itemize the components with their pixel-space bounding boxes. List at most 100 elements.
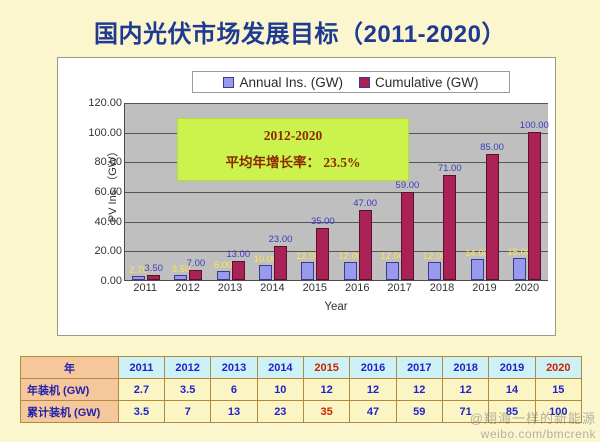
x-tick-label: 2020 <box>514 282 540 294</box>
bar-value-label: 71.00 <box>437 162 462 174</box>
bar-annual-2013: 6.00 <box>214 260 232 280</box>
bar-value-label: 100.00 <box>519 119 549 131</box>
bar-value-label: 3.50 <box>144 262 163 274</box>
table-year-2017: 2017 <box>395 356 443 379</box>
bar-value-label: 3.50 <box>171 263 191 275</box>
table-year-2012: 2012 <box>163 356 212 379</box>
row-header-annual: 年装机 (GW) <box>20 378 119 401</box>
table-annual-2016: 12 <box>349 378 397 401</box>
legend-swatch-annual <box>223 76 235 88</box>
table-annual-2020: 15 <box>534 378 583 401</box>
bar-group: 12.00 35.00 <box>294 103 336 280</box>
callout-period: 2012-2020 <box>263 128 323 143</box>
x-tick-label: 2019 <box>472 282 497 294</box>
x-tick-label: 2011 <box>133 282 158 294</box>
x-tick-label: 2018 <box>429 282 455 294</box>
bar-value-label: 6.00 <box>213 260 233 272</box>
table-year-2019: 2019 <box>488 356 536 379</box>
table-annual-2015: 12 <box>302 378 351 401</box>
legend-label-cumulative: Cumulative (GW) <box>375 74 479 90</box>
bar-group: 12.00 59.00 <box>379 103 421 280</box>
table-cumulative-2016: 47 <box>349 400 397 423</box>
table-cumulative-2013: 13 <box>210 400 258 423</box>
x-tick-label: 2015 <box>302 282 328 294</box>
bar-value-label: 23.00 <box>268 233 293 245</box>
bar-group: 12.00 71.00 <box>421 103 463 280</box>
callout-growth-rate: 平均年增长率： 23.5% <box>225 155 361 170</box>
bar-annual-2018: 12.00 <box>423 251 447 280</box>
bar-cumulative-2018: 71.00 <box>438 163 462 280</box>
bar-group: 10.00 23.00 <box>252 103 294 280</box>
gridline <box>125 251 548 253</box>
table-year-2013: 2013 <box>210 356 258 379</box>
page-title: 国内光伏市场发展目标（2011-2020） <box>94 21 506 48</box>
bar-annual-2016: 12.00 <box>338 251 362 280</box>
bar-value-label: 35.00 <box>310 216 335 228</box>
table-cumulative-2018: 71 <box>441 400 490 423</box>
x-tick-label: 2016 <box>344 282 370 294</box>
bar-value-label: 2.70 <box>129 265 148 276</box>
row-header-year: 年 <box>20 356 119 379</box>
table-cumulative-2017: 59 <box>395 400 443 423</box>
table-year-2020: 2020 <box>534 356 583 379</box>
gridline <box>125 192 548 193</box>
bar-cumulative-2012: 7.00 <box>187 258 205 280</box>
legend-item-annual: Annual Ins. (GW) <box>223 75 343 90</box>
bar-annual-2020: 15.00 <box>507 247 531 280</box>
data-table: 年 2011 2012 2013 2014 2015 2016 2017 2018 2019 20… <box>20 356 583 423</box>
table-annual-2011: 2.7 <box>117 378 166 401</box>
bar-cumulative-2011: 3.50 <box>144 263 163 280</box>
x-tick-label: 2017 <box>387 282 412 294</box>
legend-label-annual: Annual Ins. (GW) <box>239 74 343 90</box>
bar-annual-2014: 10.00 <box>254 254 277 280</box>
bar-value-label: 12.00 <box>380 251 405 263</box>
table-annual-2013: 6 <box>210 378 258 401</box>
y-tick-label: 0.00 <box>100 275 122 287</box>
table-annual-2014: 10 <box>256 378 304 401</box>
bar-value-label: 12.00 <box>338 251 363 263</box>
bar-value-label: 47.00 <box>353 198 378 210</box>
chart-container: Annual Ins. (GW) Cumulative (GW) PV Ins.… <box>57 57 556 336</box>
bar-cumulative-2017: 59.00 <box>396 180 419 280</box>
x-tick-label: 2012 <box>175 282 200 294</box>
bar-annual-2015: 12.00 <box>296 251 320 280</box>
table-annual-2012: 3.5 <box>163 378 212 401</box>
bar-value-label: 7.00 <box>186 257 206 269</box>
growth-rate-callout: 2012-2020 平均年增长率： 23.5% <box>177 118 409 181</box>
y-axis-ticks: 0.00 20.00 40.00 60.00 80.00 100.00 120.00 <box>58 58 122 337</box>
x-axis-ticks: 2011 2012 2013 2014 2015 2016 2017 2018 2019 2020 <box>124 282 548 294</box>
bar-annual-2012: 3.50 <box>172 264 190 280</box>
bar-value-label: 10.00 <box>253 254 278 266</box>
table-row-years: 年 2011 2012 2013 2014 2015 2016 2017 2018 2019 20… <box>20 356 583 379</box>
bar-cumulative-2014: 23.00 <box>269 234 292 280</box>
bar-value-label: 85.00 <box>480 141 504 153</box>
bar-value-label: 13.00 <box>226 248 251 260</box>
chart-legend: Annual Ins. (GW) Cumulative (GW) <box>192 71 510 93</box>
x-tick-label: 2014 <box>260 282 285 294</box>
table-row-annual: 年装机 (GW) 2.7 3.5 6 10 12 12 12 12 14 15 <box>20 378 583 401</box>
bar-group: 15.00 100.00 <box>506 103 549 280</box>
table-year-2018: 2018 <box>441 356 490 379</box>
watermark-url: weibo.com/bmcrenk <box>480 427 596 441</box>
legend-swatch-cumulative <box>359 76 370 88</box>
table-body: 年 2011 2012 2013 2014 2015 2016 2017 2018 2019 20… <box>20 356 583 423</box>
y-tick-label: 60.00 <box>94 186 122 198</box>
bar-group: 6.00 13.00 <box>210 103 252 280</box>
bar-cumulative-2020: 100.00 <box>520 120 549 280</box>
y-tick-label: 80.00 <box>94 156 122 169</box>
row-header-cumulative: 累计装机 (GW) <box>20 400 119 423</box>
table-year-2014: 2014 <box>256 356 304 379</box>
bar-cumulative-2019: 85.00 <box>480 142 504 280</box>
table-cumulative-2011: 3.5 <box>117 400 166 423</box>
table-cumulative-2014: 23 <box>256 400 304 423</box>
gridline <box>125 221 548 223</box>
bar-cumulative-2015: 35.00 <box>311 216 335 280</box>
gridline <box>125 103 548 104</box>
bar-group: 2.70 3.50 <box>125 103 167 280</box>
y-tick-label: 120.00 <box>88 97 122 109</box>
bar-value-label: 12.00 <box>295 251 320 263</box>
table-cumulative-2019: 85 <box>488 400 536 423</box>
bar-cumulative-2016: 47.00 <box>353 198 377 280</box>
bar-group: 12.00 47.00 <box>336 103 378 280</box>
bars-layer: 2.70 3.50 3.50 7.00 6.00 13.00 10.00 23.00 12.00… <box>125 103 549 280</box>
